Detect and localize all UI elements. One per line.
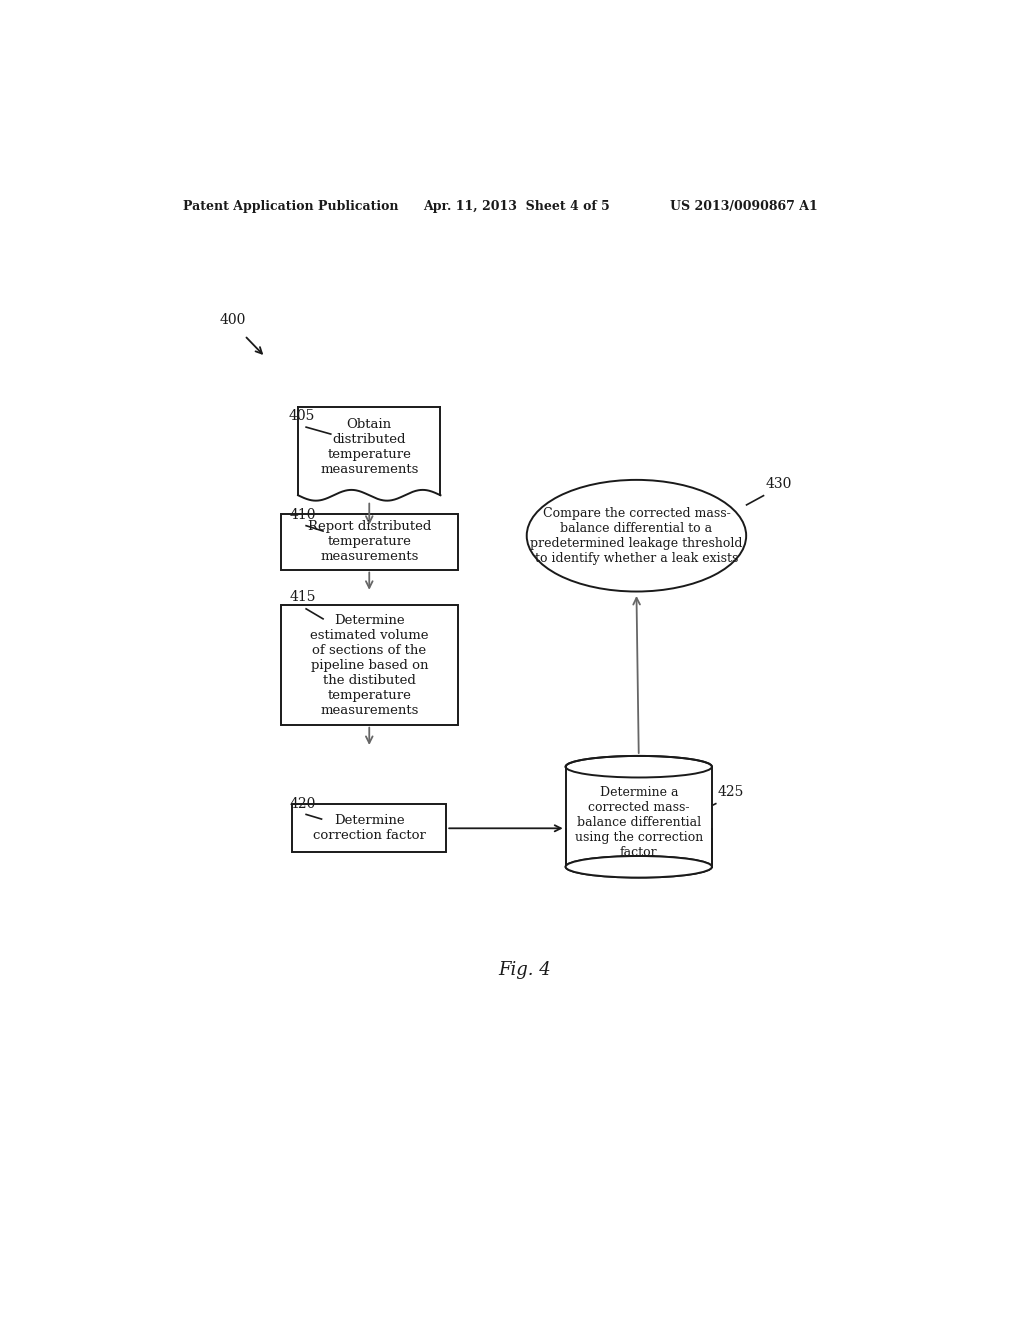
Text: Determine
correction factor: Determine correction factor (312, 814, 426, 842)
Text: 400: 400 (219, 313, 246, 327)
Ellipse shape (565, 855, 712, 878)
Text: 420: 420 (290, 796, 316, 810)
Ellipse shape (526, 480, 746, 591)
Text: Determine
estimated volume
of sections of the
pipeline based on
the distibuted
t: Determine estimated volume of sections o… (310, 614, 428, 717)
Text: 425: 425 (717, 785, 743, 799)
Ellipse shape (565, 855, 712, 878)
Text: Compare the corrected mass-
balance differential to a
predetermined leakage thre: Compare the corrected mass- balance diff… (530, 507, 742, 565)
Bar (292, 804, 446, 853)
Bar (281, 606, 458, 725)
Text: 410: 410 (290, 508, 316, 521)
Bar (298, 407, 440, 495)
Text: Report distributed
temperature
measurements: Report distributed temperature measureme… (307, 520, 431, 564)
Text: Patent Application Publication: Patent Application Publication (183, 199, 398, 213)
Bar (281, 515, 458, 570)
Bar (565, 767, 712, 867)
Text: 405: 405 (289, 409, 314, 424)
Text: Apr. 11, 2013  Sheet 4 of 5: Apr. 11, 2013 Sheet 4 of 5 (423, 199, 610, 213)
Bar (564, 767, 714, 828)
Ellipse shape (565, 756, 712, 777)
Text: 415: 415 (290, 590, 316, 605)
Text: Obtain
distributed
temperature
measurements: Obtain distributed temperature measureme… (321, 418, 419, 477)
Text: 430: 430 (766, 477, 793, 491)
Text: Determine a
corrected mass-
balance differential
using the correction
factor: Determine a corrected mass- balance diff… (574, 787, 702, 859)
Text: Fig. 4: Fig. 4 (499, 961, 551, 978)
Text: US 2013/0090867 A1: US 2013/0090867 A1 (670, 199, 817, 213)
